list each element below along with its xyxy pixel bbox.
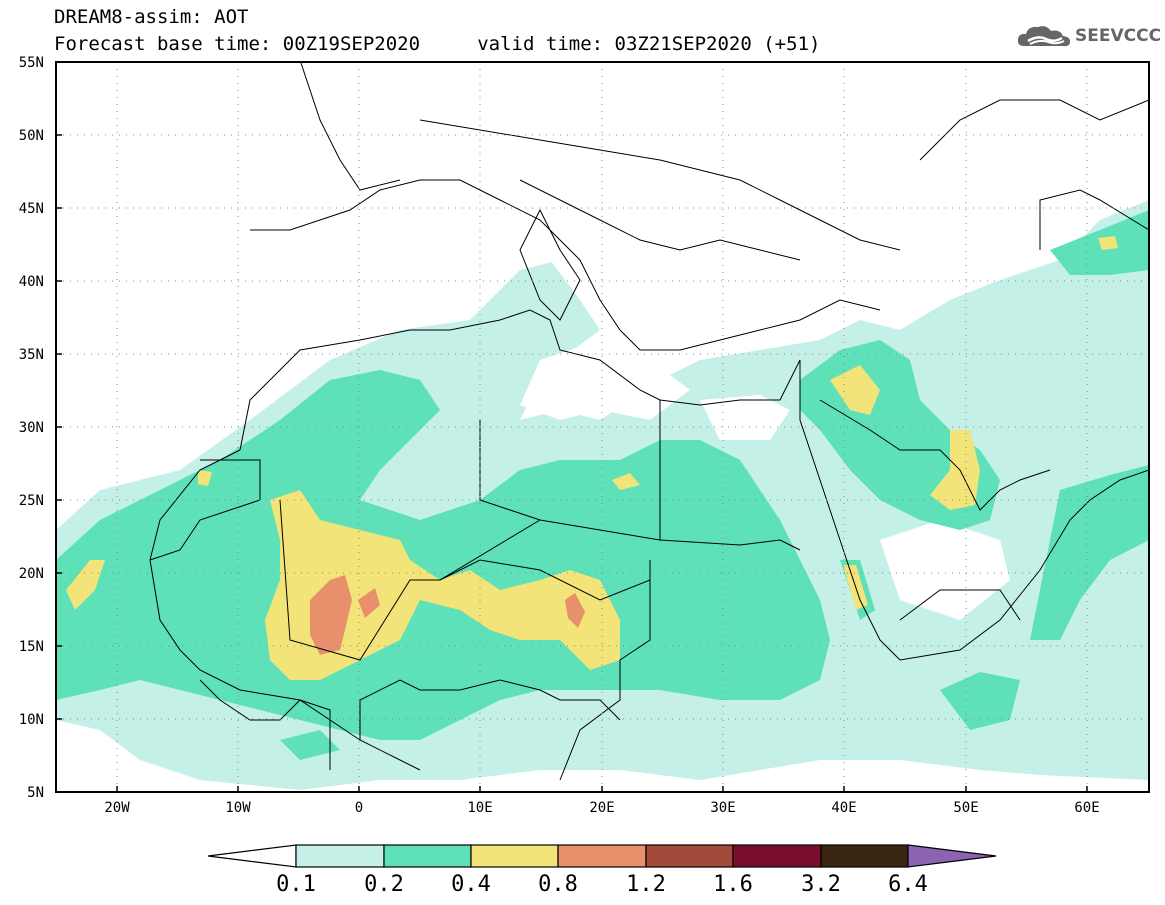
lon-label: 20W — [104, 800, 130, 816]
cloud-icon — [1017, 26, 1071, 47]
chart-title: DREAM8-assim: AOT — [54, 6, 249, 28]
lat-labels: 55N 50N 45N 40N 35N 30N 25N 20N 15N 10N … — [19, 55, 44, 801]
lon-label: 30E — [710, 800, 735, 816]
lon-label: 20E — [589, 800, 614, 816]
colorbar-label: 1.6 — [713, 872, 753, 897]
lat-label: 30N — [19, 420, 44, 436]
lon-label: 40E — [831, 800, 856, 816]
aot-field — [56, 62, 1149, 790]
lon-label: 50E — [953, 800, 978, 816]
colorbar-label: 1.2 — [626, 872, 666, 897]
colorbar-label: 6.4 — [888, 872, 928, 897]
colorbar-segment — [557, 844, 647, 868]
colorbar-label: 3.2 — [801, 872, 841, 897]
lat-label: 20N — [19, 566, 44, 582]
lon-label: 10W — [225, 800, 251, 816]
lon-labels: 20W 10W 0 10E 20E 30E 40E 50E 60E — [104, 800, 1099, 816]
lat-label: 50N — [19, 128, 44, 144]
seevccc-logo: SEEVCCC — [1016, 22, 1161, 50]
colorbar-label: 0.4 — [451, 872, 491, 897]
colorbar-segment — [470, 844, 559, 868]
colorbar-label: 0.8 — [538, 872, 578, 897]
lat-label: 5N — [27, 785, 44, 801]
colorbar-segment — [295, 844, 385, 868]
colorbar-segment — [732, 844, 822, 868]
clear-air-patches — [56, 62, 1149, 620]
lon-label: 0 — [355, 800, 363, 816]
axis-ticks — [56, 134, 1088, 792]
colorbar-segment — [645, 844, 734, 868]
lat-lon-grid — [56, 62, 1149, 792]
aot-band-0.8 — [310, 575, 585, 655]
logo-text: SEEVCCC — [1075, 26, 1162, 46]
lat-label: 35N — [19, 347, 44, 363]
colorbar-over-triangle — [907, 844, 997, 868]
colorbar-segment — [383, 844, 472, 868]
lat-label: 40N — [19, 274, 44, 290]
lat-label: 15N — [19, 639, 44, 655]
lat-label: 45N — [19, 201, 44, 217]
lon-label: 60E — [1074, 800, 1099, 816]
lat-label: 10N — [19, 712, 44, 728]
colorbar-under-triangle — [207, 844, 297, 868]
colorbar — [207, 844, 997, 868]
forecast-time-line: Forecast base time: 00Z19SEP2020 valid t… — [54, 33, 821, 55]
colorbar-segment — [820, 844, 909, 868]
lon-label: 10E — [467, 800, 492, 816]
lat-label: 55N — [19, 55, 44, 71]
colorbar-label: 0.2 — [364, 872, 404, 897]
colorbar-label: 0.1 — [276, 872, 316, 897]
lat-label: 25N — [19, 493, 44, 509]
